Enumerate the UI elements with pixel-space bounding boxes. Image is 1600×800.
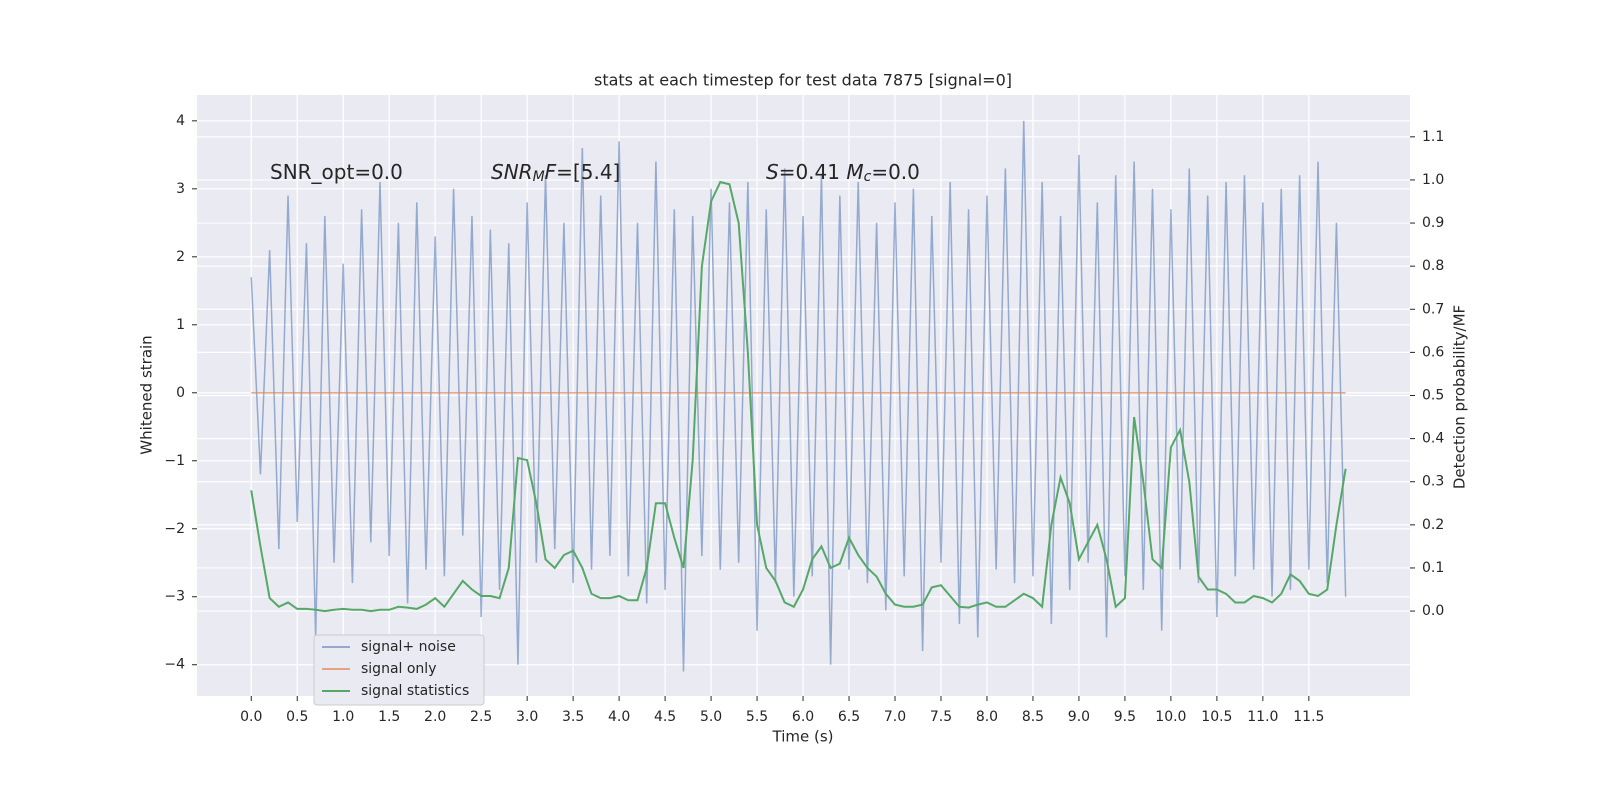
x-tick-label: 7.0 xyxy=(884,709,906,725)
annotation-part: c xyxy=(864,169,872,185)
x-tick-label: 4.0 xyxy=(608,709,630,725)
y-tick-label: −2 xyxy=(164,521,185,537)
annotation-part: SNR_opt=0.0 xyxy=(270,160,403,184)
y2-tick-label: 0.9 xyxy=(1422,215,1444,231)
x-tick-label: 0.0 xyxy=(240,709,262,725)
x-tick-label: 1.0 xyxy=(332,709,354,725)
x-tick-label: 6.5 xyxy=(838,709,860,725)
x-tick-label: 9.0 xyxy=(1068,709,1090,725)
x-tick-label: 4.5 xyxy=(654,709,676,725)
annotation: SNRMF=[5.4] xyxy=(491,160,620,186)
x-tick-label: 5.0 xyxy=(700,709,722,725)
y2-tick-label: 0.2 xyxy=(1422,517,1444,533)
series-line xyxy=(250,180,1347,613)
legend-label: signal statistics xyxy=(361,683,469,699)
x-tick-label: 0.5 xyxy=(286,709,308,725)
annotation-part: M xyxy=(533,169,545,185)
x-tick-label: 8.0 xyxy=(976,709,998,725)
legend-box xyxy=(313,634,485,706)
x-tick-label: 5.5 xyxy=(746,709,768,725)
x-tick-label: 3.0 xyxy=(516,709,538,725)
chart-title: stats at each timestep for test data 787… xyxy=(594,71,1012,90)
y-axis-label: Whitened strain xyxy=(138,335,156,454)
x-axis-label: Time (s) xyxy=(772,728,834,746)
y-tick-label: −1 xyxy=(164,453,185,469)
y2-tick-label: 0.1 xyxy=(1422,560,1444,576)
legend-label: signal only xyxy=(361,661,436,677)
y2-tick-label: 1.1 xyxy=(1422,129,1444,145)
annotation: SNR_opt=0.0 xyxy=(270,160,403,184)
x-tick-label: 11.5 xyxy=(1293,709,1324,725)
y2-tick-label: 0.4 xyxy=(1422,431,1444,447)
y-tick-label: 3 xyxy=(176,181,185,197)
y-tick-label: 1 xyxy=(176,317,185,333)
y2-tick-label: 0.3 xyxy=(1422,474,1444,490)
legend-label: signal+ noise xyxy=(361,639,456,655)
y-tick-label: −3 xyxy=(164,589,185,605)
y2-tick-label: 0.0 xyxy=(1422,603,1444,619)
annotation-part: SNR xyxy=(491,160,533,184)
x-tick-label: 2.5 xyxy=(470,709,492,725)
x-tick-label: 2.0 xyxy=(424,709,446,725)
x-tick-label: 8.5 xyxy=(1022,709,1044,725)
x-tick-label: 3.5 xyxy=(562,709,584,725)
x-tick-label: 1.5 xyxy=(378,709,400,725)
y-tick-label: 4 xyxy=(176,113,185,129)
y-tick-label: −4 xyxy=(164,657,185,673)
x-tick-label: 11.0 xyxy=(1247,709,1278,725)
annotation: S=0.41 Mc=0.0 xyxy=(766,160,920,186)
y2-tick-label: 0.7 xyxy=(1422,301,1444,317)
x-tick-label: 10.5 xyxy=(1201,709,1232,725)
y2-tick-label: 1.0 xyxy=(1422,172,1444,188)
annotation-part: =[5.4] xyxy=(556,160,620,184)
y-tick-label: 0 xyxy=(176,385,185,401)
x-tick-label: 7.5 xyxy=(930,709,952,725)
y2-tick-label: 0.8 xyxy=(1422,258,1444,274)
annotation-part: =0.0 xyxy=(871,160,920,184)
y2-axis-label: Detection probability/MF xyxy=(1451,305,1469,489)
y2-tick-label: 0.5 xyxy=(1422,388,1444,404)
annotation-part: F xyxy=(545,160,557,184)
annotation-part: =0.41 xyxy=(779,160,847,184)
y-tick-label: 2 xyxy=(176,249,185,265)
x-tick-label: 6.0 xyxy=(792,709,814,725)
x-tick-label: 9.5 xyxy=(1114,709,1136,725)
y2-tick-label: 0.6 xyxy=(1422,344,1444,360)
annotation-part: M xyxy=(846,160,863,184)
annotation-part: S xyxy=(766,160,779,184)
x-tick-label: 10.0 xyxy=(1155,709,1186,725)
